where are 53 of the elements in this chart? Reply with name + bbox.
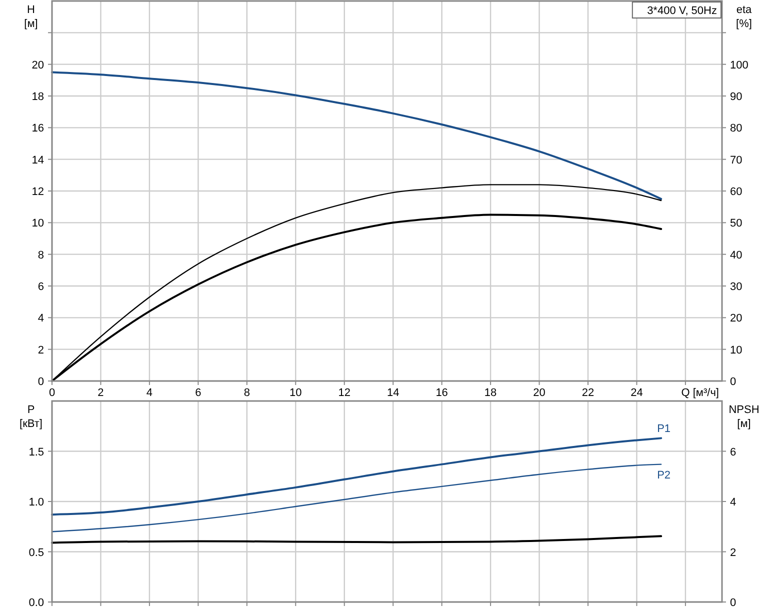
y2-tick-label: 0 — [730, 597, 736, 609]
y2-tick-label: 20 — [730, 312, 742, 325]
y-tick-label: 0.5 — [28, 546, 44, 559]
x-tick-label: 0 — [48, 387, 56, 399]
y2-tick-label: 60 — [730, 186, 742, 198]
y-tick-label: 10 — [32, 218, 44, 230]
x-tick-label: 24 — [630, 387, 643, 399]
y2-tick-label: 4 — [730, 496, 736, 508]
x-tick-label: 2 — [98, 387, 104, 399]
y-tick-label: 1.5 — [28, 446, 44, 458]
x-tick-label: 6 — [195, 387, 202, 399]
y-axis-title: P [кВт] — [20, 404, 42, 430]
x-tick-label: 8 — [244, 387, 250, 399]
x-tick-label: 18 — [484, 387, 497, 399]
series-label: P2 — [657, 469, 671, 482]
y-tick-label: 4 — [38, 312, 44, 325]
y2-tick-label: 0 — [730, 376, 736, 388]
x-tick-label: 20 — [533, 387, 546, 399]
x-tick-label: 10 — [290, 387, 302, 399]
x-tick-label: 22 — [582, 387, 594, 399]
x-tick-label: 4 — [146, 387, 153, 399]
x-tick-label: 14 — [386, 387, 400, 399]
y-tick-label: 0.0 — [28, 597, 44, 609]
y2-tick-label: 40 — [730, 249, 742, 262]
y-axis-title: H [м] — [24, 4, 38, 30]
series-label: P1 — [657, 423, 671, 436]
y-tick-label: 14 — [32, 154, 44, 166]
y-tick-label: 1.0 — [28, 496, 44, 508]
y2-tick-label: 70 — [730, 154, 742, 166]
y2-tick-label: 6 — [730, 446, 736, 458]
y2-axis-title: NPSH [м] — [728, 404, 760, 430]
y-tick-label: 18 — [32, 91, 44, 103]
annotation: 3*400 V, 50Hz — [647, 5, 717, 17]
x-tick-label: 12 — [338, 387, 350, 399]
y-tick-label: 6 — [38, 281, 44, 293]
x-axis-title: Q [м³/ч] — [681, 387, 719, 399]
y2-axis-title: eta [%] — [736, 4, 753, 30]
y-tick-label: 12 — [32, 186, 44, 198]
y-tick-label: 16 — [32, 122, 44, 135]
y2-tick-label: 30 — [730, 281, 742, 293]
y2-tick-label: 50 — [730, 218, 742, 230]
y2-tick-label: 90 — [730, 91, 742, 103]
line-series — [51, 71, 662, 200]
y2-tick-label: 10 — [730, 344, 742, 356]
y2-tick-label: 80 — [730, 122, 742, 135]
y-tick-label: 8 — [38, 249, 44, 262]
line-series — [51, 535, 662, 544]
y2-tick-label: 2 — [730, 546, 736, 559]
x-tick-label: 16 — [436, 387, 448, 399]
y-tick-label: 20 — [32, 59, 44, 72]
y-tick-label: 0 — [38, 376, 44, 388]
y2-tick-label: 100 — [730, 59, 748, 72]
y-tick-label: 2 — [38, 344, 44, 356]
